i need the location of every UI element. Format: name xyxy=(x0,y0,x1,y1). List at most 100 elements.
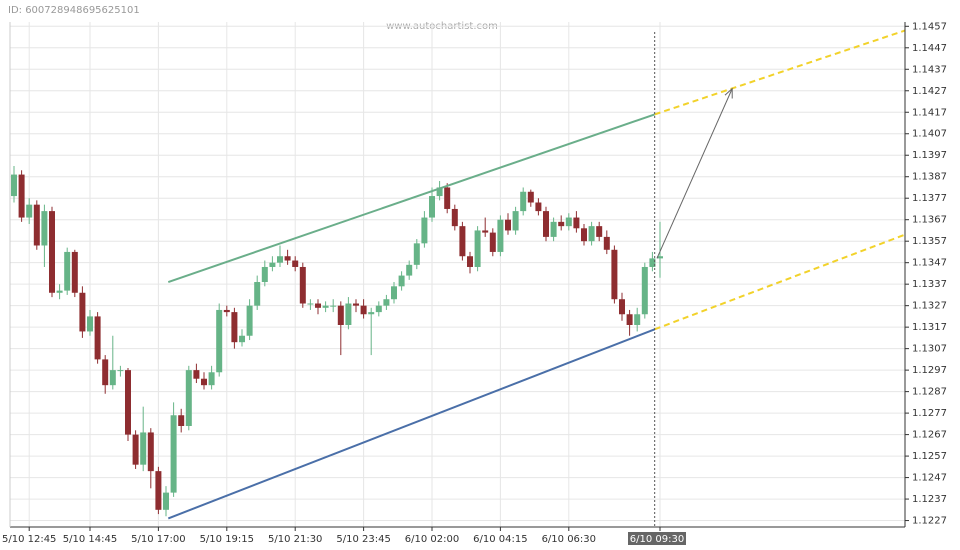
candle-body xyxy=(239,335,245,343)
chart-id: ID: 600728948695625101 xyxy=(8,5,140,16)
x-tick-label: 5/10 19:15 xyxy=(200,534,254,545)
candle-body xyxy=(71,251,78,293)
candle-body xyxy=(223,309,230,313)
candle-body xyxy=(261,266,268,283)
candle-body xyxy=(406,264,413,276)
candle-body xyxy=(535,202,542,212)
candle-body xyxy=(573,217,580,229)
candle-body xyxy=(140,432,147,465)
x-tick-label: 5/10 21:30 xyxy=(268,534,322,545)
candle-body xyxy=(94,316,101,360)
x-tick-label: 5/10 12:45 xyxy=(2,534,56,545)
candle-body xyxy=(79,292,86,332)
grid xyxy=(10,22,905,527)
candle-body xyxy=(246,305,253,336)
candle-body xyxy=(132,434,139,465)
candle-body xyxy=(391,286,397,300)
candle-body xyxy=(429,196,435,218)
candle-body xyxy=(550,221,557,237)
candle-body xyxy=(436,187,443,197)
y-tick-label: 1.1267 xyxy=(912,430,947,441)
candle-body xyxy=(292,260,299,267)
candle-body xyxy=(41,211,48,246)
candle-body xyxy=(657,256,663,259)
overlay-dashed xyxy=(654,29,906,116)
candle-body xyxy=(102,359,109,386)
candle-body xyxy=(216,309,223,373)
candle-body xyxy=(368,312,375,315)
x-tick-label: 5/10 17:00 xyxy=(131,534,185,545)
x-tick-label: 6/10 06:30 xyxy=(542,534,596,545)
candle-body xyxy=(596,226,603,237)
candle-body xyxy=(277,256,283,263)
candle-body xyxy=(125,370,131,435)
candle-body xyxy=(360,305,367,315)
candle-body xyxy=(170,415,177,493)
y-tick-label: 1.1247 xyxy=(912,473,947,484)
candle-body xyxy=(649,258,656,267)
y-tick-label: 1.1407 xyxy=(912,129,947,140)
candle-body xyxy=(565,217,572,227)
candle-body xyxy=(322,305,329,308)
candle-body xyxy=(467,256,473,267)
candle-body xyxy=(581,228,587,242)
candle-body xyxy=(611,249,618,300)
overlay-solid xyxy=(167,328,656,520)
x-cursor-label-bg xyxy=(628,532,686,545)
y-tick-label: 1.1397 xyxy=(912,150,947,161)
candle-body xyxy=(193,370,200,379)
y-tick-label: 1.1437 xyxy=(912,64,947,75)
candle-body xyxy=(558,221,565,227)
candle-body xyxy=(11,174,17,197)
candle-body xyxy=(543,211,549,237)
y-tick-label: 1.1227 xyxy=(912,516,947,527)
y-tick-label: 1.1417 xyxy=(912,107,947,118)
candle-body xyxy=(375,305,382,313)
candle-body xyxy=(512,211,519,231)
y-tick-label: 1.1367 xyxy=(912,215,947,226)
candle-body xyxy=(315,303,321,308)
candle-body xyxy=(87,316,93,332)
candle-body xyxy=(459,226,466,257)
candle-body xyxy=(208,372,215,386)
candle-body xyxy=(634,314,641,325)
x-tick-label: 6/10 02:00 xyxy=(405,534,459,545)
candle-body xyxy=(603,236,610,250)
candle-body xyxy=(231,312,238,343)
candle-body xyxy=(444,187,451,209)
y-tick-label: 1.1287 xyxy=(912,387,947,398)
y-tick-label: 1.1357 xyxy=(912,236,947,247)
candle-body xyxy=(49,211,55,293)
candle-body xyxy=(626,314,633,325)
y-tick-label: 1.1277 xyxy=(912,408,947,419)
candle-body xyxy=(482,230,489,233)
candle-body xyxy=(269,262,276,267)
candle-body xyxy=(619,299,625,315)
y-tick-label: 1.1447 xyxy=(912,43,947,54)
overlay-solid xyxy=(167,113,656,283)
candle-body xyxy=(147,432,154,472)
candle-body xyxy=(178,415,185,426)
y-tick-label: 1.1257 xyxy=(912,451,947,462)
y-tick-label: 1.1457 xyxy=(912,21,947,32)
overlay-dashed xyxy=(654,233,906,331)
candle-body xyxy=(413,243,420,265)
candle-body xyxy=(64,251,71,291)
overlay-arrow xyxy=(656,89,732,259)
candle-body xyxy=(26,204,33,218)
plot-area xyxy=(11,29,906,520)
y-tick-label: 1.1347 xyxy=(912,258,947,269)
candle-body xyxy=(56,290,63,293)
x-cursor-label: 6/10 09:30 xyxy=(630,534,684,545)
candle-body xyxy=(489,232,496,252)
candle-body xyxy=(588,226,595,242)
candle-body xyxy=(307,303,314,305)
y-tick-label: 1.1297 xyxy=(912,365,947,376)
candle-body xyxy=(497,219,504,252)
candle-body xyxy=(284,256,291,261)
candle-body xyxy=(641,266,648,315)
candle-body xyxy=(254,282,261,306)
candle-body xyxy=(353,303,359,306)
candle-body xyxy=(18,174,25,218)
